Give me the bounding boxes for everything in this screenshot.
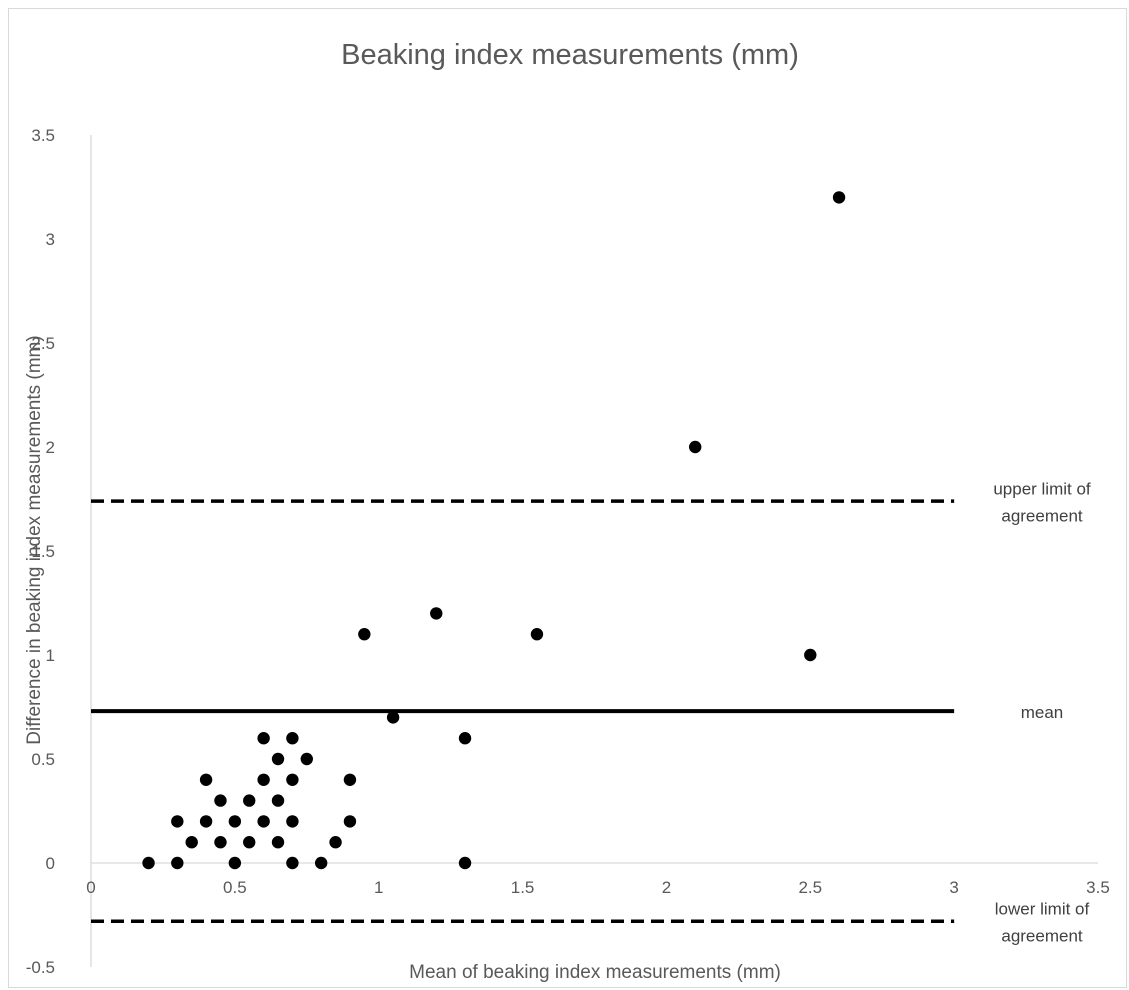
data-point	[832, 191, 846, 204]
axes	[90, 135, 1098, 967]
data-point	[286, 815, 299, 828]
x-tick-label: 2	[662, 878, 671, 897]
y-tick-label: 3	[46, 230, 55, 249]
y-tick-label: -0.5	[26, 958, 55, 977]
data-point	[286, 773, 299, 786]
data-point	[199, 773, 213, 786]
data-point	[214, 836, 227, 849]
y-tick-label: 3.5	[31, 126, 55, 145]
x-tick-label: 1.5	[511, 878, 535, 897]
data-point	[386, 711, 400, 724]
y-tick-label: 1.5	[31, 542, 55, 561]
x-tick-label: 3	[949, 878, 958, 897]
data-points	[142, 191, 846, 870]
y-tick-label: 2	[46, 438, 55, 457]
data-point	[243, 836, 256, 849]
data-point	[171, 856, 184, 870]
data-point	[271, 794, 285, 807]
y-tick-label: 0.5	[31, 750, 55, 769]
data-point	[257, 815, 270, 828]
tick-labels: 0 0.5 1 1.5 2 2.5 3 3.5 -0.5 0 0.5 1 1.5 2 2.5 3 3.5	[26, 126, 1110, 977]
data-point	[286, 732, 299, 745]
x-tick-label: 2.5	[798, 878, 822, 897]
data-point	[199, 815, 213, 828]
data-point	[343, 815, 357, 828]
upper-limit-of-agreement-label: agreement	[1001, 507, 1083, 526]
data-point	[142, 856, 155, 870]
data-point	[271, 752, 285, 766]
data-point	[430, 607, 443, 620]
x-axis-title: Mean of beaking index measurements (mm)	[409, 962, 781, 983]
chart-title: Beaking index measurements (mm)	[341, 39, 799, 71]
data-point	[689, 440, 702, 454]
reference-lines: upper limit of agreement mean lower limit o…	[91, 480, 1091, 946]
data-point	[300, 752, 313, 766]
y-axis-title: Difference in beaking index measurements…	[24, 335, 45, 744]
data-point	[243, 794, 256, 807]
data-point	[257, 732, 270, 745]
x-tick-label: 3.5	[1086, 878, 1110, 897]
x-tick-label: 1	[374, 878, 383, 897]
data-point	[286, 856, 299, 870]
data-point	[458, 856, 472, 870]
data-point	[228, 856, 242, 870]
data-point	[214, 794, 227, 807]
chart-frame	[8, 8, 1127, 988]
data-point	[185, 836, 198, 849]
y-tick-label: 1	[46, 646, 55, 665]
data-point	[257, 773, 270, 786]
data-point	[171, 815, 184, 828]
lower-limit-of-agreement-label: lower limit of	[995, 900, 1090, 919]
x-tick-label: 0	[86, 878, 95, 897]
data-point	[228, 815, 242, 828]
data-point	[271, 836, 285, 849]
data-point	[530, 628, 544, 641]
data-point	[358, 628, 371, 641]
mean-label: mean	[1021, 703, 1064, 722]
data-point	[343, 773, 357, 786]
y-tick-label: 0	[46, 854, 55, 873]
x-tick-label: 0.5	[223, 878, 247, 897]
data-point	[804, 648, 817, 662]
lower-limit-of-agreement-label: agreement	[1001, 927, 1083, 946]
data-point	[458, 732, 472, 745]
upper-limit-of-agreement-label: upper limit of	[993, 480, 1091, 499]
y-tick-label: 2.5	[31, 334, 55, 353]
data-point	[329, 836, 342, 849]
data-point	[314, 856, 328, 870]
